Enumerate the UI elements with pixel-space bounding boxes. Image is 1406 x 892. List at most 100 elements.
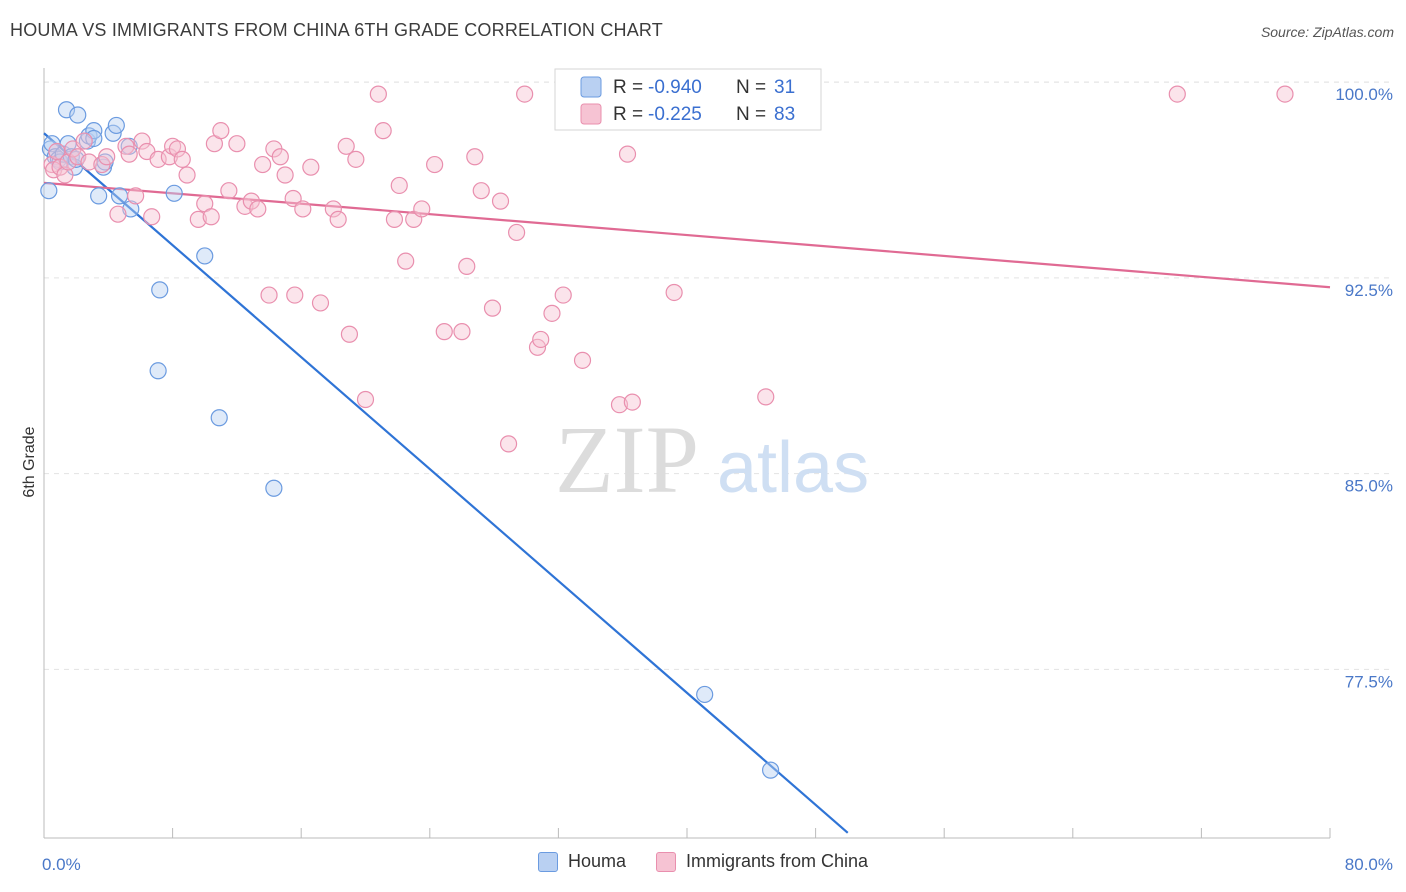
watermark-atlas: atlas bbox=[717, 428, 869, 508]
data-point bbox=[260, 286, 278, 304]
data-point bbox=[311, 294, 330, 312]
stats-legend-n-value: 83 bbox=[774, 104, 795, 125]
stats-legend: R = -0.940 N = 31 R = -0.225 N = 83 bbox=[554, 68, 822, 131]
data-point bbox=[413, 200, 431, 218]
y-axis-label: 6th Grade bbox=[21, 426, 38, 497]
source-credit: Source: ZipAtlas.com bbox=[1260, 24, 1394, 40]
data-point bbox=[276, 166, 294, 184]
data-point bbox=[249, 200, 267, 218]
data-point bbox=[220, 182, 238, 200]
watermark-zip: ZIP bbox=[555, 406, 699, 513]
trend-line-houma bbox=[43, 132, 849, 834]
data-point bbox=[543, 304, 561, 322]
data-point bbox=[324, 200, 342, 218]
data-point bbox=[665, 283, 683, 302]
data-point bbox=[426, 155, 444, 174]
data-point bbox=[397, 252, 415, 270]
stats-legend-r-value: -0.225 bbox=[648, 104, 702, 125]
data-point bbox=[390, 176, 408, 195]
data-point bbox=[69, 148, 87, 166]
legend-label-houma: Houma bbox=[567, 851, 626, 871]
data-point bbox=[265, 479, 283, 497]
data-point bbox=[1276, 85, 1294, 103]
data-point bbox=[127, 187, 145, 205]
series-legend: Houma Immigrants from China bbox=[0, 851, 1406, 872]
data-point bbox=[271, 148, 289, 166]
data-point bbox=[109, 205, 127, 223]
y-tick-label: 77.5% bbox=[1345, 672, 1393, 691]
trend-line-china bbox=[43, 181, 1331, 289]
data-point bbox=[202, 208, 220, 226]
data-point bbox=[75, 132, 93, 150]
data-point bbox=[165, 184, 183, 202]
data-point bbox=[294, 200, 312, 218]
data-point bbox=[302, 158, 320, 176]
watermark: ZIP atlas bbox=[555, 406, 869, 513]
data-point bbox=[435, 323, 453, 341]
legend-swatch-houma bbox=[537, 851, 558, 872]
legend-item-houma: Houma bbox=[537, 851, 626, 872]
data-point bbox=[98, 148, 116, 166]
data-point bbox=[1168, 85, 1186, 103]
data-point bbox=[483, 299, 502, 317]
data-point bbox=[80, 153, 98, 171]
data-point bbox=[499, 435, 518, 453]
data-points bbox=[40, 85, 1294, 779]
data-point bbox=[453, 323, 471, 341]
data-point bbox=[458, 257, 476, 275]
data-point bbox=[228, 135, 246, 153]
data-point bbox=[757, 388, 775, 406]
stats-legend-n-value: 31 bbox=[774, 77, 795, 98]
series-points-china bbox=[43, 85, 1294, 453]
data-point bbox=[618, 145, 637, 163]
legend-swatch-china bbox=[655, 851, 676, 872]
data-point bbox=[491, 192, 510, 210]
data-point bbox=[340, 325, 359, 343]
stats-legend-swatch bbox=[580, 76, 602, 98]
data-point bbox=[374, 122, 392, 140]
data-point bbox=[59, 153, 77, 171]
data-point bbox=[696, 685, 714, 704]
trend-lines bbox=[43, 132, 1331, 834]
data-point bbox=[347, 150, 365, 168]
y-tick-label: 85.0% bbox=[1345, 477, 1393, 496]
data-point bbox=[173, 150, 191, 168]
data-point bbox=[110, 187, 129, 205]
data-point bbox=[143, 208, 161, 226]
data-point bbox=[120, 145, 138, 163]
data-point bbox=[69, 106, 87, 124]
stats-legend-r-label: R = bbox=[613, 77, 643, 98]
data-point bbox=[210, 409, 228, 427]
data-point bbox=[189, 210, 207, 228]
stats-legend-n-label: N = bbox=[736, 104, 766, 125]
x-tick-label-max: 80.0% bbox=[1345, 855, 1393, 874]
data-point bbox=[133, 132, 151, 150]
data-point bbox=[56, 166, 74, 184]
data-point bbox=[212, 122, 230, 140]
data-point bbox=[107, 116, 125, 135]
data-point bbox=[508, 223, 526, 242]
data-point bbox=[151, 281, 169, 299]
data-point bbox=[356, 390, 375, 409]
chart-title: HOUMA VS IMMIGRANTS FROM CHINA 6TH GRADE… bbox=[10, 20, 663, 40]
data-point bbox=[337, 137, 355, 155]
x-tick-labels: 0.0% 80.0% bbox=[42, 855, 1393, 874]
data-point bbox=[254, 155, 272, 174]
data-point bbox=[385, 210, 404, 228]
y-tick-label: 92.5% bbox=[1345, 281, 1393, 300]
legend-item-china: Immigrants from China bbox=[655, 851, 868, 872]
data-point bbox=[466, 148, 484, 166]
data-point bbox=[149, 150, 167, 168]
stats-legend-r-value: -0.940 bbox=[648, 77, 702, 98]
data-point bbox=[623, 393, 641, 411]
data-point bbox=[80, 127, 98, 145]
data-point bbox=[286, 286, 304, 304]
data-point bbox=[85, 129, 103, 148]
data-point bbox=[761, 761, 780, 779]
data-point bbox=[40, 182, 58, 200]
stats-legend-swatch bbox=[580, 103, 602, 125]
data-point bbox=[573, 351, 592, 369]
grid-lines bbox=[44, 81, 1394, 670]
data-point bbox=[57, 101, 76, 119]
